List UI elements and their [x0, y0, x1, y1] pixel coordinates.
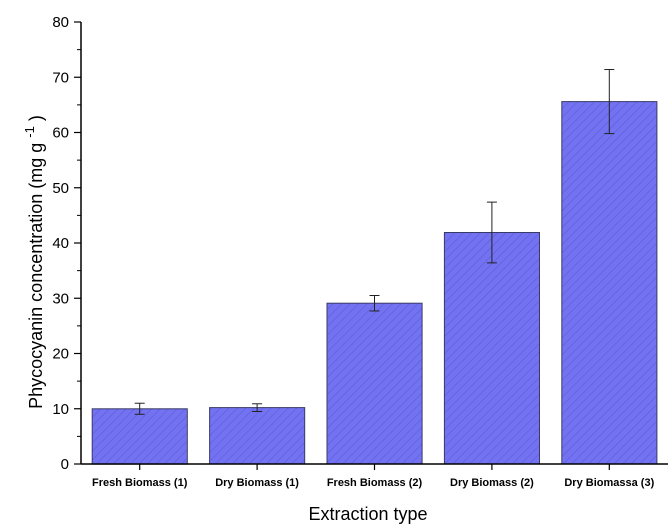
x-axis-title: Extraction type — [308, 504, 427, 524]
y-axis-title-close: ) — [26, 115, 46, 121]
bar — [91, 408, 188, 465]
y-axis-title-exponent: -1 — [22, 126, 37, 138]
y-axis-title: Phycocyanin concentration (mg g -1 ) — [18, 115, 46, 409]
x-tick-label: Dry Biomassa (3) — [564, 477, 654, 489]
y-axis-title-main: Phycocyanin concentration (mg g — [26, 143, 46, 409]
y-tick-label: 70 — [52, 69, 69, 86]
x-tick-label: Dry Biomass (2) — [450, 477, 534, 489]
y-tick-label: 50 — [52, 180, 69, 197]
y-tick-label: 0 — [61, 456, 69, 473]
bar — [443, 232, 540, 465]
y-tick-label: 40 — [52, 235, 69, 252]
x-tick-label: Fresh Biomass (1) — [92, 477, 188, 489]
axes-layer: Fresh Biomass (1) Dry Biomass (1) Fresh Bi… — [52, 14, 668, 489]
bars-layer — [91, 69, 658, 465]
y-tick-label: 20 — [52, 346, 69, 363]
bar — [561, 101, 658, 465]
x-tick-label: Dry Biomass (1) — [215, 477, 299, 489]
bar — [209, 407, 306, 465]
y-tick-label: 60 — [52, 125, 69, 142]
y-tick-label: 10 — [52, 401, 69, 418]
y-tick-label: 80 — [52, 14, 69, 31]
y-tick-label: 30 — [52, 290, 69, 307]
x-tick-label: Fresh Biomass (2) — [327, 477, 423, 489]
bar — [326, 302, 423, 465]
